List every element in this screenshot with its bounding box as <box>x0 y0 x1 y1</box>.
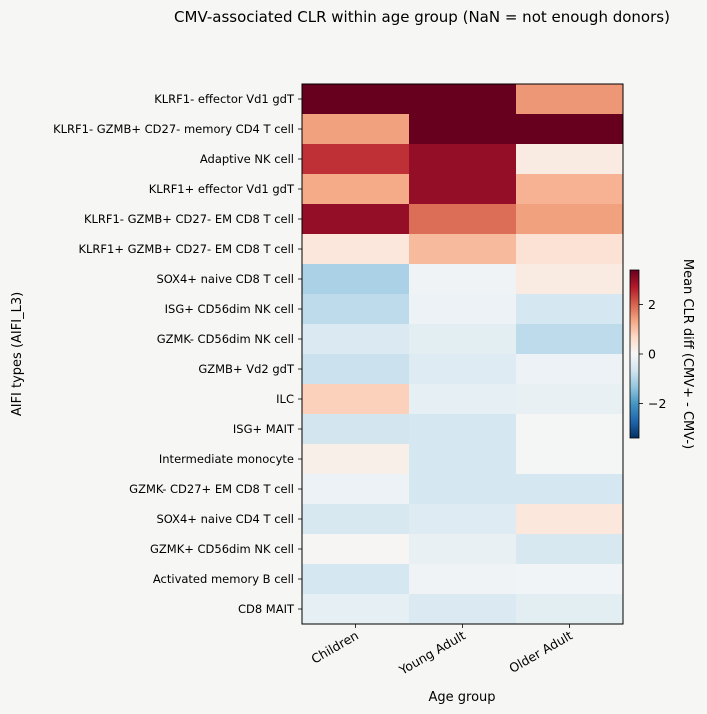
heatmap-cell <box>409 234 517 265</box>
heatmap-cell <box>409 444 517 475</box>
heatmap-cell <box>409 144 517 175</box>
heatmap-cell <box>302 264 410 295</box>
y-tick-label: Adaptive NK cell <box>200 152 294 166</box>
heatmap-cell <box>302 534 410 565</box>
x-tick-labels: Children Young Adult Older Adult <box>308 624 575 678</box>
heatmap-cell <box>302 384 410 415</box>
heatmap-cell <box>409 504 517 535</box>
heatmap-cell <box>302 594 410 625</box>
colorbar-tick-label: −2 <box>648 396 666 411</box>
heatmap-cell <box>516 594 624 625</box>
heatmap-cell <box>302 474 410 505</box>
heatmap-cell <box>409 84 517 115</box>
heatmap-cell <box>516 234 624 265</box>
heatmap-cell <box>516 564 624 595</box>
heatmap-cell <box>302 174 410 205</box>
y-tick-label: GZMK- CD27+ EM CD8 T cell <box>129 482 294 496</box>
heatmap-cell <box>516 444 624 475</box>
heatmap-cell <box>409 474 517 505</box>
y-tick-label: GZMK- CD56dim NK cell <box>157 332 294 346</box>
heatmap-cell <box>516 474 624 505</box>
chart-title: CMV-associated CLR within age group (NaN… <box>174 8 670 26</box>
heatmap-cell <box>409 594 517 625</box>
heatmap-cell <box>409 264 517 295</box>
heatmap-cell <box>409 534 517 565</box>
heatmap-cell <box>302 114 410 145</box>
heatmap-cell <box>516 354 624 385</box>
y-tick-label: KLRF1- GZMB+ CD27- memory CD4 T cell <box>53 122 294 136</box>
x-tick-label: Children <box>308 628 361 667</box>
colorbar-ticks: −2 0 2 <box>639 297 666 411</box>
heatmap-cell <box>516 384 624 415</box>
heatmap-cell <box>302 84 410 115</box>
y-tick-label: SOX4+ naive CD8 T cell <box>157 272 295 286</box>
heatmap-cell <box>516 144 624 175</box>
heatmap-cell <box>409 384 517 415</box>
x-tick-label: Older Adult <box>506 628 575 676</box>
heatmap-cell <box>516 204 624 235</box>
y-tick-label: GZMB+ Vd2 gdT <box>198 362 295 376</box>
colorbar-tick-label: 2 <box>648 297 656 312</box>
heatmap-cell <box>302 414 410 445</box>
heatmap-cell <box>302 564 410 595</box>
y-tick-label: SOX4+ naive CD4 T cell <box>157 512 295 526</box>
heatmap-cell <box>516 174 624 205</box>
heatmap-cell <box>409 354 517 385</box>
heatmap-cell <box>302 294 410 325</box>
heatmap-cell <box>516 324 624 355</box>
y-axis-label: AIFI types (AIFI_L3) <box>10 292 25 416</box>
y-tick-labels: KLRF1- effector Vd1 gdT KLRF1- GZMB+ CD27… <box>53 92 302 616</box>
heatmap-cell <box>516 504 624 535</box>
x-axis-label: Age group <box>428 690 495 705</box>
heatmap-cell <box>516 114 624 145</box>
y-tick-label: KLRF1+ GZMB+ CD27- EM CD8 T cell <box>78 242 294 256</box>
heatmap-cell <box>516 534 624 565</box>
colorbar-label: Mean CLR diff (CMV+ - CMV-) <box>680 259 695 449</box>
y-tick-label: Activated memory B cell <box>153 572 294 586</box>
heatmap-cell <box>302 324 410 355</box>
y-tick-label: KLRF1+ effector Vd1 gdT <box>149 182 295 196</box>
heatmap-cell <box>516 84 624 115</box>
colorbar: −2 0 2 Mean CLR diff (CMV+ - CMV-) <box>629 259 695 449</box>
heatmap-cell <box>409 414 517 445</box>
y-tick-label: GZMK+ CD56dim NK cell <box>150 542 294 556</box>
y-tick-label: Intermediate monocyte <box>159 452 294 466</box>
colorbar-gradient <box>629 269 640 439</box>
heatmap-cell <box>409 174 517 205</box>
heatmap-cell <box>302 144 410 175</box>
y-tick-label: CD8 MAIT <box>238 602 295 616</box>
heatmap-cell <box>409 294 517 325</box>
heatmap-cell <box>409 114 517 145</box>
heatmap-cells <box>302 84 624 625</box>
heatmap-cell <box>516 414 624 445</box>
x-tick-label: Young Adult <box>396 628 468 679</box>
heatmap-cell <box>516 264 624 295</box>
colorbar-tick-label: 0 <box>648 347 656 362</box>
heatmap-cell <box>302 354 410 385</box>
heatmap-cell <box>409 204 517 235</box>
heatmap-cell <box>302 444 410 475</box>
y-tick-label: ILC <box>276 392 294 406</box>
heatmap-cell <box>409 324 517 355</box>
y-tick-label: KLRF1- GZMB+ CD27- EM CD8 T cell <box>84 212 294 226</box>
heatmap-cell <box>302 504 410 535</box>
heatmap-cell <box>302 234 410 265</box>
heatmap-cell <box>302 204 410 235</box>
y-tick-label: KLRF1- effector Vd1 gdT <box>154 92 295 106</box>
y-tick-label: ISG+ MAIT <box>233 422 295 436</box>
heatmap-cell <box>516 294 624 325</box>
heatmap-cell <box>409 564 517 595</box>
y-tick-label: ISG+ CD56dim NK cell <box>165 302 294 316</box>
